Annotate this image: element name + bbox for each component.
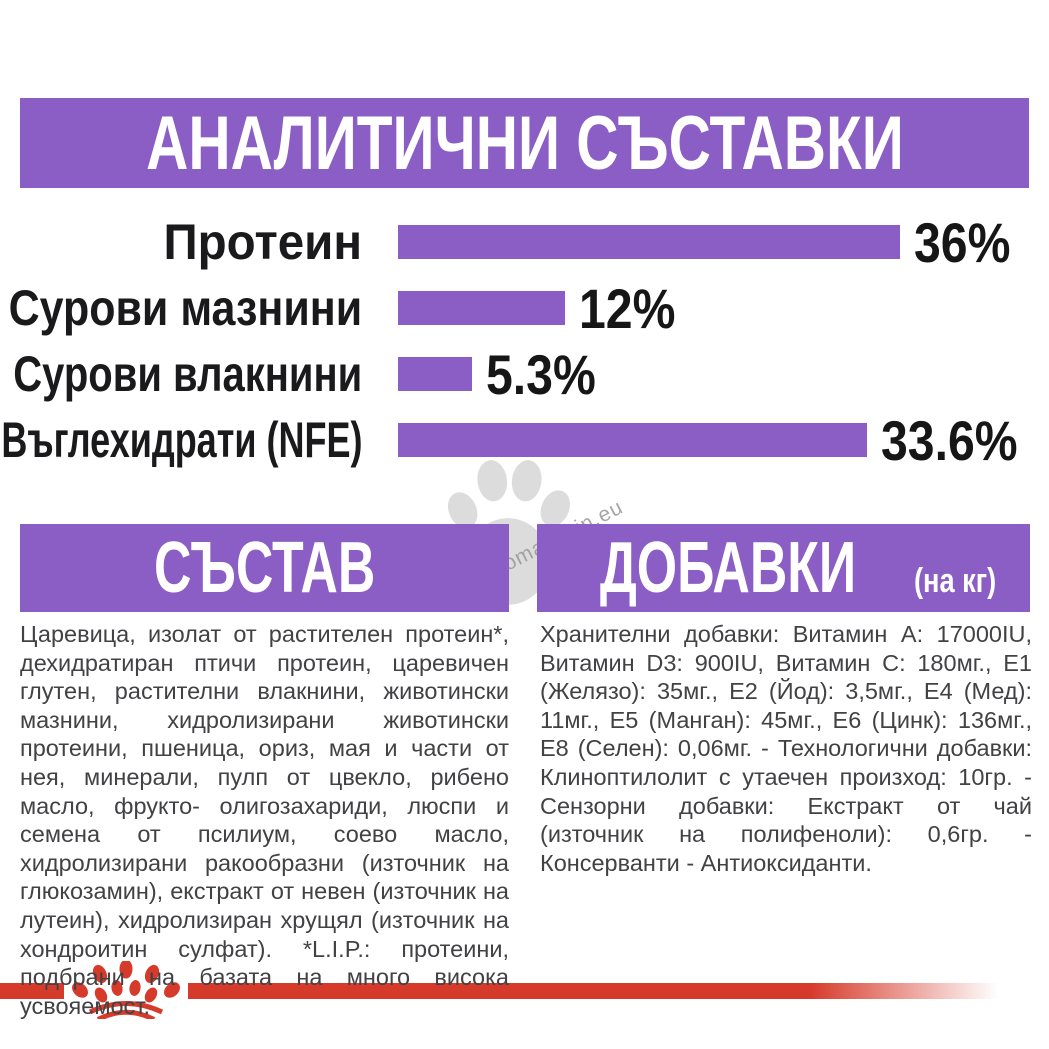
chart-label-cell: Въглехидрати (NFE) <box>0 411 362 469</box>
additives-unit-label: (на кг) <box>914 562 997 600</box>
footer-red-line-left <box>0 983 64 999</box>
additives-banner: ДОБАВКИ (на кг) <box>537 524 1030 612</box>
chart-bar <box>398 423 867 457</box>
chart-value-label: 12% <box>579 276 676 340</box>
royal-canin-crown-icon <box>72 961 180 1019</box>
chart-row-crude-fibre: Сурови влакнини 5.3% <box>0 341 1049 407</box>
footer-red-line-right <box>188 983 1006 999</box>
chart-value-label: 33.6% <box>881 408 1018 472</box>
chart-value-label: 36% <box>914 210 1011 274</box>
chart-row-crude-fat: Сурови мазнини 12% <box>0 275 1049 341</box>
additives-title-group: ДОБАВКИ (на кг) <box>550 527 1017 609</box>
analytical-header-banner: АНАЛИТИЧНИ СЪСТАВКИ <box>20 98 1029 188</box>
chart-row-carbohydrates: Въглехидрати (NFE) 33.6% <box>0 407 1049 473</box>
composition-text: Царевица, изолат от растителен протеин*,… <box>20 621 509 1019</box>
chart-category-label: Въглехидрати (NFE) <box>0 412 362 468</box>
chart-category-label: Протеин <box>163 214 362 270</box>
chart-bar <box>398 225 900 259</box>
composition-title: СЪСТАВ <box>153 528 376 608</box>
chart-value-label: 5.3% <box>486 342 596 406</box>
chart-label-cell: Сурови мазнини <box>0 279 362 337</box>
chart-label-cell: Протеин <box>0 213 362 271</box>
additives-title: ДОБАВКИ <box>599 528 857 608</box>
analytical-header-title: АНАЛИТИЧНИ СЪСТАВКИ <box>145 100 904 186</box>
chart-bar <box>398 357 472 391</box>
chart-row-protein: Протеин 36% <box>0 209 1049 275</box>
analytical-bar-chart: Протеин 36% Сурови мазнини 12% Сурови вл… <box>0 209 1049 473</box>
chart-category-label: Сурови влакнини <box>12 346 362 402</box>
chart-label-cell: Сурови влакнини <box>0 345 362 403</box>
chart-category-label: Сурови мазнини <box>8 280 362 336</box>
composition-banner: СЪСТАВ <box>20 524 509 612</box>
chart-bar <box>398 291 565 325</box>
additives-text: Хранителни добавки: Витамин A: 17000IU, … <box>540 621 1032 876</box>
